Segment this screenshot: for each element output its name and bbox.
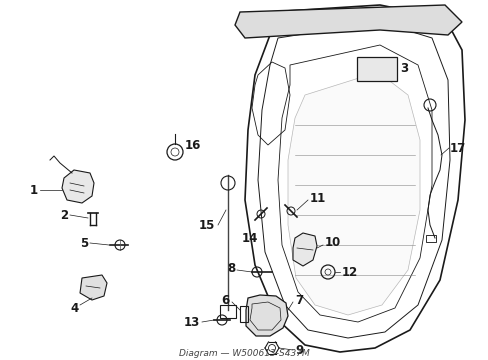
Polygon shape [62, 170, 94, 203]
Text: 16: 16 [184, 139, 201, 152]
FancyBboxPatch shape [356, 57, 396, 81]
Text: Diagram — W500613-S437M: Diagram — W500613-S437M [178, 349, 309, 358]
Text: 6: 6 [221, 293, 229, 306]
Polygon shape [80, 275, 107, 300]
Text: 14: 14 [242, 231, 258, 244]
Polygon shape [245, 295, 287, 336]
Bar [425, 235, 435, 242]
Text: 11: 11 [309, 192, 325, 204]
Text: 4: 4 [71, 302, 79, 315]
Text: 5: 5 [80, 237, 88, 249]
Text: 15: 15 [198, 219, 215, 231]
Text: 2: 2 [60, 208, 68, 221]
Text: 10: 10 [325, 235, 341, 248]
Text: 9: 9 [294, 343, 303, 356]
Text: 8: 8 [226, 261, 235, 274]
Polygon shape [292, 233, 316, 266]
Text: 12: 12 [341, 266, 358, 279]
Text: 3: 3 [399, 62, 407, 75]
Polygon shape [235, 5, 461, 38]
Text: 17: 17 [449, 141, 465, 154]
Text: 1: 1 [30, 184, 38, 197]
Text: 7: 7 [294, 293, 303, 306]
Polygon shape [287, 72, 419, 315]
Text: 13: 13 [183, 315, 200, 328]
Bar [240, 306, 247, 322]
